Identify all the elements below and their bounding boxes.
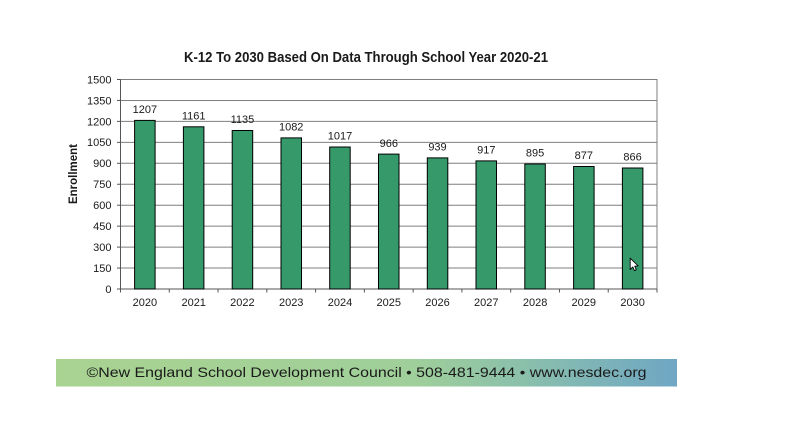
svg-text:©New England School Developmen: ©New England School Development Council …: [87, 364, 647, 380]
svg-text:1500: 1500: [87, 74, 111, 86]
svg-text:2028: 2028: [523, 297, 547, 309]
svg-text:1017: 1017: [328, 131, 352, 143]
svg-text:0: 0: [105, 284, 111, 296]
svg-text:450: 450: [93, 221, 111, 233]
svg-text:2029: 2029: [572, 297, 596, 309]
svg-text:1200: 1200: [87, 116, 111, 128]
svg-text:1207: 1207: [133, 104, 157, 116]
svg-text:900: 900: [93, 158, 111, 170]
svg-text:2025: 2025: [377, 297, 401, 309]
svg-text:2027: 2027: [474, 297, 498, 309]
svg-text:2021: 2021: [181, 297, 205, 309]
svg-text:150: 150: [93, 263, 111, 275]
svg-text:750: 750: [93, 179, 111, 191]
svg-text:1161: 1161: [182, 111, 206, 123]
svg-text:895: 895: [526, 148, 544, 160]
svg-text:917: 917: [477, 145, 495, 157]
svg-text:939: 939: [428, 142, 446, 154]
svg-text:2023: 2023: [279, 297, 303, 309]
svg-text:Enrollment: Enrollment: [66, 144, 80, 204]
svg-text:600: 600: [93, 200, 111, 212]
svg-text:2030: 2030: [620, 297, 644, 309]
svg-text:2026: 2026: [425, 297, 449, 309]
svg-text:966: 966: [380, 138, 398, 150]
svg-text:K-12 To 2030 Based On Data Thr: K-12 To 2030 Based On Data Through Schoo…: [184, 49, 548, 66]
svg-text:1135: 1135: [231, 114, 255, 126]
svg-text:1050: 1050: [87, 137, 111, 149]
svg-text:1082: 1082: [279, 122, 303, 134]
svg-text:1350: 1350: [87, 95, 111, 107]
svg-text:2024: 2024: [328, 297, 352, 309]
svg-text:2020: 2020: [133, 297, 157, 309]
svg-text:866: 866: [623, 152, 641, 164]
svg-text:300: 300: [93, 242, 111, 254]
svg-text:877: 877: [575, 150, 593, 162]
svg-text:2022: 2022: [230, 297, 254, 309]
